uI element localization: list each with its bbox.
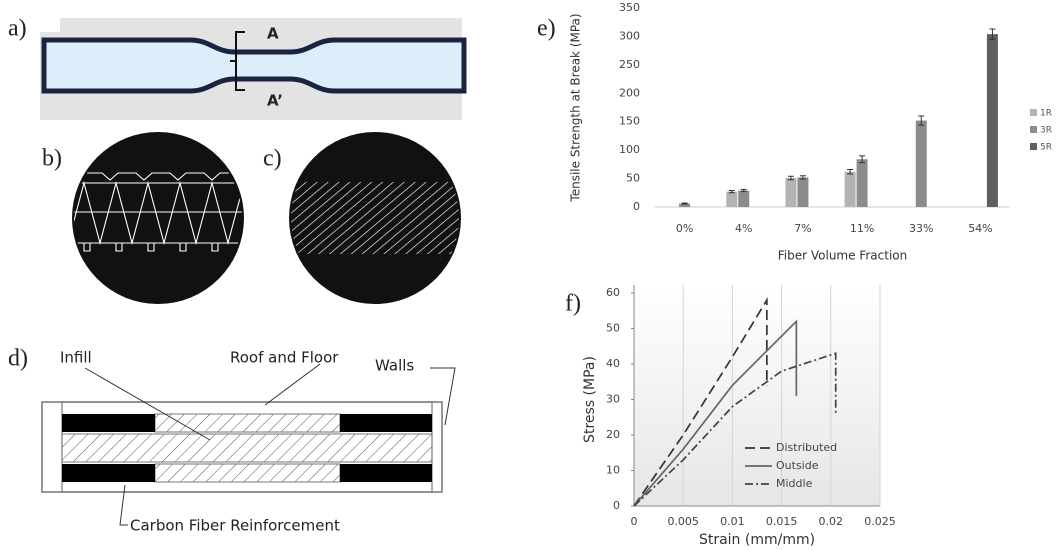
y-tick-label: 0 (633, 200, 640, 213)
bar (915, 120, 927, 207)
infill-layer (61, 433, 433, 463)
error-bar (787, 175, 794, 181)
y-tick-label: 300 (619, 29, 640, 42)
bar (738, 190, 750, 207)
y-tick-label: 0 (613, 499, 620, 512)
legend-swatch (1030, 109, 1037, 116)
error-bar (847, 168, 854, 175)
x-tick-label: 33% (909, 222, 933, 235)
panel-label: f) (565, 291, 581, 317)
y-tick-label: 200 (619, 86, 640, 99)
bar (785, 178, 797, 207)
section-label: A (267, 25, 279, 43)
legend-label: Outside (776, 459, 819, 472)
carbon-fiber (62, 464, 155, 482)
y-tick-label: 60 (606, 286, 620, 299)
x-tick-label: 11% (850, 222, 874, 235)
section-bracket (230, 31, 245, 91)
hatched-infill (291, 182, 459, 254)
annotation: Roof and Floor (230, 349, 339, 367)
legend-label: 3R (1040, 126, 1052, 136)
x-tick-label: 54% (968, 222, 992, 235)
legend-label: Distributed (776, 441, 837, 454)
x-tick-label: 0 (631, 515, 638, 528)
infill-layer (154, 413, 341, 433)
panel-label: c) (263, 146, 282, 172)
legend-swatch (1030, 143, 1037, 150)
x-tick-label: 4% (735, 222, 752, 235)
bar (856, 159, 868, 207)
line (633, 297, 768, 507)
plot-area (634, 285, 880, 506)
bar (986, 34, 998, 208)
legend-label: Middle (776, 477, 813, 490)
error-bar (799, 175, 806, 180)
y-axis-title: Tensile Strength at Break (MPa) (569, 13, 583, 202)
y-tick-label: 50 (606, 322, 620, 335)
x-tick-label: 7% (794, 222, 811, 235)
bar (844, 171, 856, 207)
legend-label: 5R (1040, 143, 1052, 153)
error-bar (989, 28, 996, 40)
backdrop (40, 18, 60, 32)
section-label: A’ (267, 92, 283, 110)
truss-infill (74, 172, 242, 252)
line (633, 319, 798, 507)
y-tick-label: 150 (619, 115, 640, 128)
carbon-fiber (340, 414, 432, 432)
bar (679, 203, 691, 207)
panel-label: e) (537, 16, 556, 42)
panel-label: d) (8, 346, 28, 372)
bar (797, 177, 809, 207)
y-axis-title: Stress (MPa) (582, 356, 598, 443)
legend-label: 1R (1040, 109, 1052, 119)
error-bar (740, 188, 747, 193)
y-tick-label: 250 (619, 58, 640, 71)
error-bar (918, 115, 925, 126)
legend-swatch (1030, 126, 1037, 133)
panel-a: A A’ a) (8, 16, 467, 120)
annotation: Infill (60, 349, 92, 367)
x-axis-title: Fiber Volume Fraction (778, 249, 907, 263)
panel-c: c) (263, 132, 461, 304)
x-axis-title: Strain (mm/mm) (699, 532, 815, 548)
y-tick-label: 350 (619, 1, 640, 14)
cross-section (72, 132, 244, 304)
x-tick-label: 0.02 (819, 515, 844, 528)
y-tick-label: 30 (606, 393, 620, 406)
y-tick-label: 40 (606, 357, 620, 370)
x-tick-label: 0.025 (864, 515, 896, 528)
x-tick-label: 0.01 (720, 515, 745, 528)
bar (726, 191, 738, 207)
line (633, 352, 837, 507)
x-tick-label: 0.015 (766, 515, 798, 528)
error-bar (859, 155, 866, 164)
y-tick-label: 20 (606, 428, 620, 441)
panel-d: d) Infill Roof and Floor Walls Carbon Fi… (8, 346, 456, 535)
y-tick-label: 100 (619, 143, 640, 156)
error-bar (728, 190, 735, 194)
carbon-fiber (62, 414, 155, 432)
annotation: Carbon Fiber Reinforcement (130, 517, 340, 535)
panel-b: b) (42, 132, 244, 304)
dogbone-specimen (41, 37, 467, 94)
y-tick-label: 50 (626, 172, 640, 185)
annotation: Walls (375, 357, 414, 375)
x-tick-label: 0.005 (667, 515, 699, 528)
y-tick-label: 10 (606, 464, 620, 477)
panel-label: b) (42, 146, 62, 172)
infill-layer (154, 463, 341, 483)
leader-lines (84, 363, 456, 526)
carbon-fiber (340, 464, 432, 482)
panel-label: a) (8, 16, 27, 42)
x-tick-label: 0% (676, 222, 693, 235)
error-bar (681, 202, 688, 205)
